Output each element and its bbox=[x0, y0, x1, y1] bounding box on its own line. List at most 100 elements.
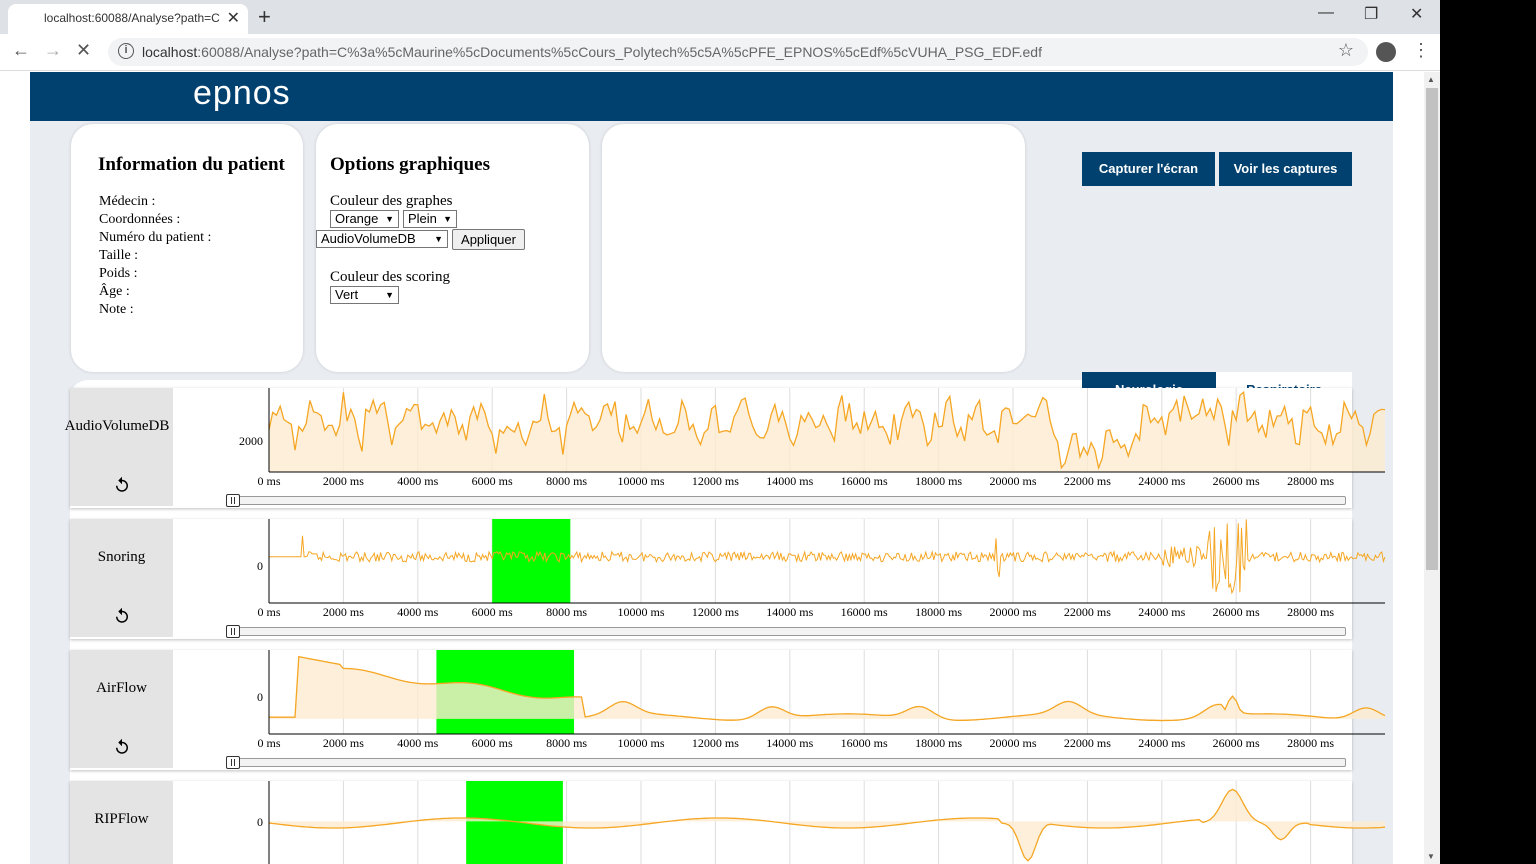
graph-label-box: AirFlow bbox=[70, 650, 173, 768]
x-tick-label: 14000 ms bbox=[766, 736, 814, 750]
graph-plot[interactable] bbox=[180, 519, 1393, 629]
x-tick-label: 6000 ms bbox=[471, 605, 513, 619]
scroll-up-icon[interactable]: ▲ bbox=[1427, 75, 1435, 84]
patient-field: Âge : bbox=[99, 284, 130, 299]
info-icon[interactable]: i bbox=[118, 43, 134, 59]
page-scrollbar[interactable]: ▲ ▼ bbox=[1424, 72, 1440, 864]
range-handle[interactable] bbox=[226, 756, 240, 769]
patient-field: Médecin : bbox=[99, 194, 156, 209]
x-tick-label: 24000 ms bbox=[1138, 736, 1186, 750]
tab-close-icon[interactable]: ✕ bbox=[226, 10, 240, 27]
x-tick-label: 4000 ms bbox=[397, 474, 439, 488]
profile-icon[interactable] bbox=[1376, 42, 1396, 62]
series-line bbox=[268, 390, 1386, 471]
y-tick-label: 0 bbox=[257, 815, 263, 829]
tab-title: localhost:60088/Analyse?path=C bbox=[44, 11, 220, 25]
range-slider[interactable] bbox=[226, 496, 1346, 505]
chevron-down-icon: ▼ bbox=[434, 234, 443, 244]
x-tick-label: 12000 ms bbox=[691, 605, 739, 619]
graph-name: AudioVolumeDB bbox=[64, 418, 170, 434]
x-tick-label: 10000 ms bbox=[617, 474, 665, 488]
signal-select[interactable]: AudioVolumeDB ▼ bbox=[316, 230, 448, 248]
forward-icon[interactable]: → bbox=[44, 40, 62, 60]
y-tick-label: 0 bbox=[257, 559, 263, 573]
x-tick-label: 16000 ms bbox=[840, 474, 888, 488]
graph-name: RIPFlow bbox=[94, 811, 149, 827]
x-tick-label: 24000 ms bbox=[1138, 605, 1186, 619]
chevron-down-icon: ▼ bbox=[385, 214, 394, 224]
x-tick-label: 22000 ms bbox=[1063, 605, 1111, 619]
graph-plot[interactable] bbox=[180, 650, 1393, 760]
scrollbar-thumb[interactable] bbox=[1426, 88, 1438, 570]
x-tick-label: 18000 ms bbox=[915, 474, 963, 488]
graph-color-select[interactable]: Orange ▼ bbox=[330, 210, 399, 228]
x-tick-label: 10000 ms bbox=[617, 736, 665, 750]
range-slider[interactable] bbox=[226, 758, 1346, 767]
apply-button[interactable]: Appliquer bbox=[452, 229, 525, 250]
new-tab-icon[interactable]: + bbox=[258, 4, 271, 29]
graph-label-box: Snoring bbox=[70, 519, 173, 637]
x-tick-label: 0 ms bbox=[257, 605, 281, 619]
scroll-down-icon[interactable]: ▼ bbox=[1427, 852, 1435, 861]
menu-icon[interactable]: ⋮ bbox=[1412, 40, 1430, 60]
graph-plot[interactable] bbox=[180, 781, 1393, 864]
y-tick-label: 0 bbox=[257, 690, 263, 704]
x-tick-label: 0 ms bbox=[257, 736, 281, 750]
stop-icon[interactable]: ✕ bbox=[76, 40, 92, 60]
x-tick-label: 4000 ms bbox=[397, 605, 439, 619]
range-handle[interactable] bbox=[226, 494, 240, 507]
patient-field: Taille : bbox=[99, 248, 139, 263]
app-container: epnos Information du patient Médecin : C… bbox=[30, 72, 1393, 864]
back-icon[interactable]: ← bbox=[12, 40, 30, 60]
options-card: Options graphiques Couleur des graphes O… bbox=[316, 124, 589, 372]
minimize-icon[interactable]: — bbox=[1318, 4, 1334, 21]
series-area bbox=[269, 789, 1385, 861]
browser-toolbar: ← → ✕ i localhost:60088/Analyse?path=C%3… bbox=[0, 34, 1440, 71]
address-bar[interactable]: i localhost:60088/Analyse?path=C%3a%5cMa… bbox=[108, 38, 1368, 66]
reset-zoom-icon[interactable] bbox=[113, 607, 131, 625]
reset-zoom-icon[interactable] bbox=[113, 476, 131, 494]
epnos-logo[interactable]: epnos bbox=[193, 74, 291, 112]
options-title: Options graphiques bbox=[330, 154, 490, 175]
graph-row-airflow: AirFlow 0 0 ms 2000 ms 4000 ms 6000 ms 8000 ms… bbox=[70, 650, 1386, 770]
graph-name: Snoring bbox=[97, 549, 146, 565]
x-tick-label: 2000 ms bbox=[322, 474, 364, 488]
graph-row-audiovolumedb: AudioVolumeDB 2000 0 ms 2000 ms 4000 ms 6000 … bbox=[65, 388, 1386, 508]
graph-row-ripflow: RIPFlow 0 bbox=[70, 781, 1386, 864]
x-tick-label: 18000 ms bbox=[915, 736, 963, 750]
x-tick-label: 2000 ms bbox=[322, 736, 364, 750]
series-area bbox=[269, 656, 1385, 721]
patient-field: Numéro du patient : bbox=[99, 230, 212, 245]
x-tick-label: 28000 ms bbox=[1287, 736, 1335, 750]
range-slider[interactable] bbox=[226, 627, 1346, 636]
close-window-icon[interactable]: ✕ bbox=[1410, 6, 1424, 23]
x-tick-label: 20000 ms bbox=[989, 736, 1037, 750]
x-tick-label: 0 ms bbox=[257, 474, 281, 488]
graph-row-snoring: Snoring 0 0 ms 2000 ms 4000 ms 6000 ms 8000 ms… bbox=[70, 519, 1386, 639]
capture-screen-button[interactable]: Capturer l'écran bbox=[1082, 152, 1215, 186]
scoring-color-select[interactable]: Vert ▼ bbox=[330, 286, 399, 304]
x-tick-label: 10000 ms bbox=[617, 605, 665, 619]
app-header: epnos bbox=[30, 72, 1393, 121]
range-handle[interactable] bbox=[226, 625, 240, 638]
browser-tab[interactable]: localhost:60088/Analyse?path=C ✕ bbox=[8, 4, 248, 34]
x-tick-label: 20000 ms bbox=[989, 605, 1037, 619]
graph-label-box: RIPFlow bbox=[70, 781, 173, 864]
graph-plot[interactable] bbox=[180, 388, 1393, 498]
view-captures-button[interactable]: Voir les captures bbox=[1219, 152, 1352, 186]
x-tick-label: 2000 ms bbox=[322, 605, 364, 619]
patient-field: Coordonnées : bbox=[99, 212, 181, 227]
restore-icon[interactable]: ❐ bbox=[1364, 6, 1379, 23]
reset-zoom-icon[interactable] bbox=[113, 738, 131, 756]
x-tick-label: 14000 ms bbox=[766, 474, 814, 488]
browser-tabbar: localhost:60088/Analyse?path=C ✕ + — ❐ ✕ bbox=[0, 0, 1440, 34]
bookmark-star-icon[interactable]: ☆ bbox=[1337, 40, 1354, 60]
x-tick-label: 26000 ms bbox=[1212, 736, 1260, 750]
page: epnos Information du patient Médecin : C… bbox=[0, 72, 1424, 864]
x-tick-label: 22000 ms bbox=[1063, 736, 1111, 750]
x-tick-label: 16000 ms bbox=[840, 605, 888, 619]
x-tick-label: 12000 ms bbox=[691, 736, 739, 750]
graph-color-label: Couleur des graphes bbox=[330, 193, 453, 209]
series-area bbox=[269, 392, 1385, 472]
fill-mode-select[interactable]: Plein ▼ bbox=[403, 210, 457, 228]
